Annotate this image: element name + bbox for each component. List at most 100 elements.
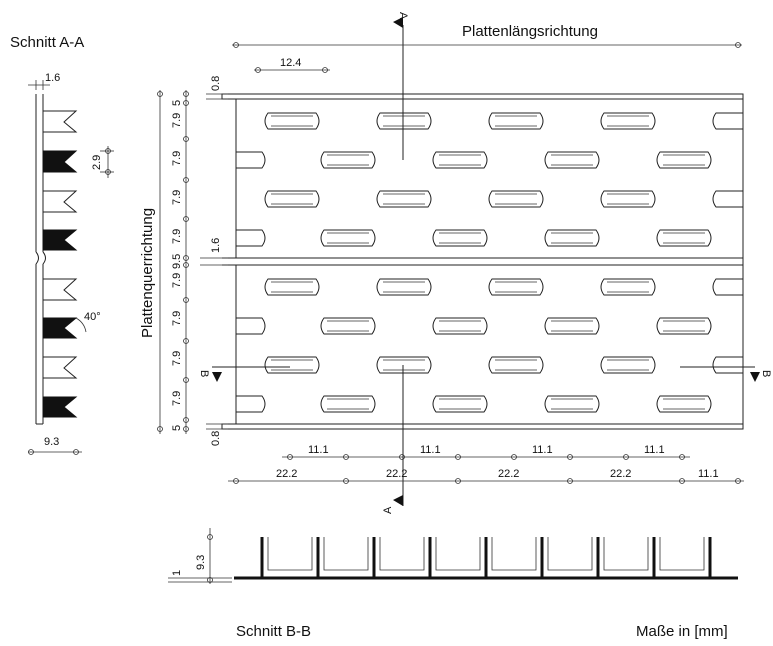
slot-inner — [327, 232, 369, 244]
dim-tick — [511, 454, 517, 460]
slot-inner — [551, 398, 593, 410]
slot — [600, 190, 656, 208]
aa-angle-dim: 40° — [84, 311, 101, 323]
edge-notch-right — [712, 278, 743, 296]
cut-b-right-label: B — [760, 370, 772, 377]
slot — [656, 395, 712, 413]
svg-text:0.8: 0.8 — [210, 76, 222, 91]
dim-tick — [183, 136, 189, 142]
slot-inner — [271, 193, 313, 205]
slot-inner — [551, 320, 593, 332]
bb-channel — [435, 537, 481, 571]
slot-inner — [607, 281, 649, 293]
slot — [656, 151, 712, 169]
top-slot-length-dim: 12.4 — [254, 57, 330, 73]
slot — [264, 190, 320, 208]
slot-inner — [439, 154, 481, 166]
slot — [656, 317, 712, 335]
longitudinal-dim-line — [232, 42, 742, 48]
dim-tick — [183, 338, 189, 344]
dim-tick — [735, 478, 741, 484]
edge-notches — [236, 112, 743, 413]
aa-depth-dim: 9.3 — [44, 436, 59, 448]
slot — [544, 229, 600, 247]
slot-inner — [327, 398, 369, 410]
plate-outline — [221, 93, 744, 430]
slot — [432, 229, 488, 247]
slot — [488, 112, 544, 130]
edge-dims: 0.8 1.6 0.8 — [200, 76, 228, 446]
vertical-dim-label: 7.9 — [171, 229, 183, 244]
slot — [264, 278, 320, 296]
transverse-direction-label: Plattenquerrichtung — [139, 208, 156, 338]
vertical-dim-label: 7.9 — [171, 273, 183, 288]
slot-inner — [663, 154, 705, 166]
slot — [376, 112, 432, 130]
vertical-dim-label: 7.9 — [171, 311, 183, 326]
slot-inner — [551, 154, 593, 166]
edge-notch-right — [712, 112, 743, 130]
slot — [488, 190, 544, 208]
slot-inner — [383, 359, 425, 371]
aa-teeth — [42, 110, 78, 418]
dim-tick — [343, 454, 349, 460]
bb-channel — [323, 537, 369, 571]
slot-inner — [271, 281, 313, 293]
slot — [264, 356, 320, 374]
dim-tick — [183, 417, 189, 423]
svg-text:12.4: 12.4 — [280, 57, 301, 69]
units-note: Maße in [mm] — [636, 623, 728, 640]
slot-inner — [439, 232, 481, 244]
dim-tick — [183, 262, 189, 268]
slot-inner — [271, 359, 313, 371]
vertical-dim-label: 7.9 — [171, 391, 183, 406]
slot — [432, 395, 488, 413]
dim-tick — [679, 478, 685, 484]
bb-channel — [659, 537, 705, 571]
bb-channel — [491, 537, 537, 571]
pitch-full-label: 22.2 — [498, 468, 519, 480]
dim-tick — [455, 454, 461, 460]
slot — [656, 229, 712, 247]
slot-inner — [383, 281, 425, 293]
edge-notch-right — [712, 356, 743, 374]
slot-inner — [551, 232, 593, 244]
slot-inner — [271, 115, 313, 127]
vertical-dim-label: 7.9 — [171, 113, 183, 128]
dim-tick — [343, 478, 349, 484]
slot-inner — [663, 232, 705, 244]
bottom-dim-chains: 11.1 11.1 11.1 11.1 22.2 22.2 22.2 22.2 11.1 — [228, 444, 744, 484]
slot-pattern — [264, 112, 712, 413]
slot — [320, 395, 376, 413]
pitch-half-label: 11.1 — [308, 444, 329, 456]
slot — [600, 278, 656, 296]
dim-tick — [183, 177, 189, 183]
slot — [432, 151, 488, 169]
edge-notch-right — [712, 190, 743, 208]
bb-thickness-dim: 1 — [171, 570, 183, 576]
edge-notch-left — [236, 317, 266, 335]
vertical-dim-label: 7.9 — [171, 190, 183, 205]
edge-notch-left — [236, 395, 266, 413]
dim-tick — [679, 454, 685, 460]
slot-inner — [663, 320, 705, 332]
cut-line-a: A A — [382, 12, 409, 514]
vertical-dim-label: 7.9 — [171, 151, 183, 166]
aa-thickness-dim: 1.6 — [45, 72, 60, 84]
edge-notch-left — [236, 229, 266, 247]
slot-inner — [607, 115, 649, 127]
slot — [320, 151, 376, 169]
bb-channel — [547, 537, 593, 571]
slot-inner — [439, 320, 481, 332]
pitch-half-label: 11.1 — [532, 444, 553, 456]
dim-tick — [233, 478, 239, 484]
slot — [488, 278, 544, 296]
dim-tick — [567, 478, 573, 484]
slot-inner — [495, 359, 537, 371]
slot — [600, 356, 656, 374]
section-bb-title: Schnitt B-B — [236, 623, 311, 640]
dim-tick — [183, 426, 189, 432]
dim-tick — [183, 377, 189, 383]
pitch-half-label: 11.1 — [644, 444, 665, 456]
dim-tick — [399, 454, 405, 460]
